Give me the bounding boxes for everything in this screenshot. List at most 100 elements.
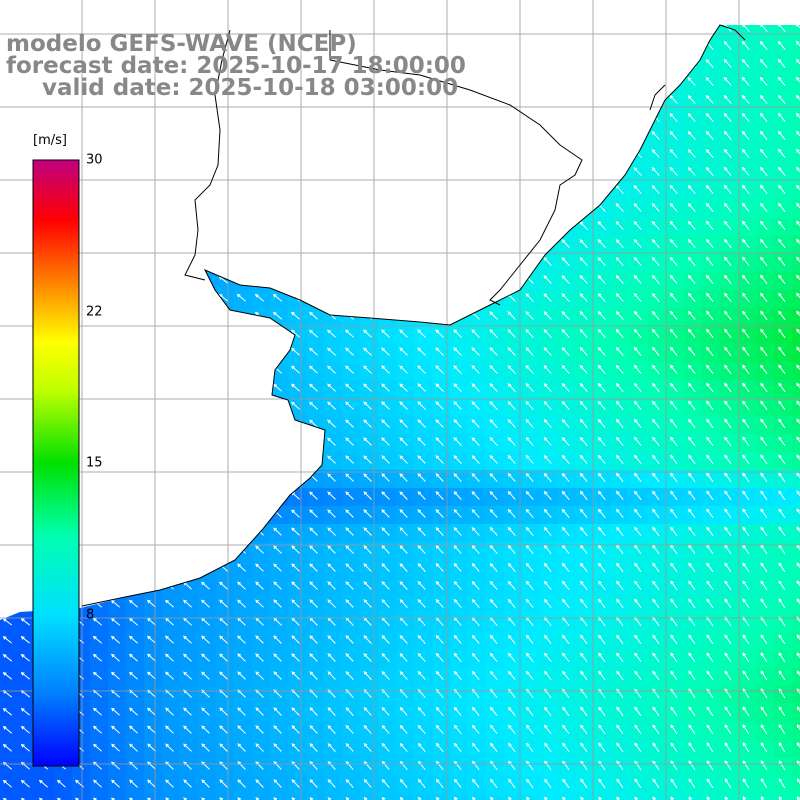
field-cell (522, 74, 541, 93)
field-cell (378, 272, 397, 291)
field-cell (270, 272, 289, 291)
field-cell (126, 524, 145, 543)
wind-arrow (2, 636, 13, 644)
field-cell (270, 398, 289, 417)
wind-arrow (759, 58, 768, 69)
wind-arrow (255, 419, 264, 428)
wind-arrow (669, 292, 678, 303)
wind-arrow (525, 185, 534, 194)
wind-arrow (562, 652, 570, 663)
field-cell (0, 200, 19, 219)
wind-arrow (724, 310, 732, 321)
wind-arrow (183, 563, 192, 572)
wind-arrow (92, 402, 103, 410)
wind-arrow (561, 185, 570, 194)
wind-arrow (742, 382, 750, 393)
field-cell (180, 470, 199, 489)
wind-arrow (128, 527, 139, 536)
wind-arrow (561, 25, 570, 32)
wind-arrow (453, 401, 462, 410)
field-cell (468, 25, 487, 39)
field-cell (792, 650, 800, 669)
wind-arrow (759, 76, 768, 87)
wind-arrow (309, 635, 318, 644)
wind-arrow (723, 202, 732, 213)
wind-arrow (670, 400, 678, 411)
field-cell (360, 128, 379, 147)
wind-arrow (110, 456, 121, 464)
wind-arrow (326, 149, 337, 158)
wind-arrow (724, 742, 732, 753)
wind-arrow (507, 670, 516, 681)
field-cell (108, 560, 127, 579)
field-cell (180, 452, 199, 471)
wind-arrow (760, 724, 768, 735)
field-cell (90, 524, 109, 543)
wind-arrow (182, 186, 193, 194)
wind-arrow (615, 364, 624, 375)
wind-arrow (507, 383, 516, 392)
colorbar-tick-30: 30 (86, 152, 103, 168)
wind-arrow (399, 185, 408, 194)
wind-arrow (760, 328, 768, 339)
wind-arrow (741, 94, 750, 105)
field-cell (0, 524, 19, 543)
field-cell (90, 182, 109, 201)
wind-arrow (507, 95, 516, 104)
wind-arrow (363, 401, 372, 410)
wind-arrow (561, 526, 570, 537)
wind-arrow (724, 418, 732, 429)
field-cell (144, 200, 163, 219)
wind-arrow (2, 510, 13, 518)
field-cell (792, 704, 800, 723)
wind-arrow (633, 382, 642, 393)
field-cell (252, 110, 271, 129)
wind-arrow (453, 491, 462, 500)
wind-arrow (237, 473, 246, 482)
wind-arrow (381, 491, 390, 500)
wind-arrow (327, 563, 336, 572)
field-cell (432, 290, 451, 309)
wind-arrow (92, 222, 103, 230)
field-cell (180, 524, 199, 543)
wind-arrow (651, 202, 660, 212)
wind-arrow (742, 472, 750, 483)
wind-arrow (417, 275, 426, 284)
wind-arrow (526, 724, 534, 735)
wind-arrow (237, 527, 246, 536)
wind-arrow (146, 384, 157, 392)
wind-arrow (597, 472, 606, 483)
wind-arrow (362, 167, 372, 176)
field-cell (252, 488, 271, 507)
field-cell (792, 488, 800, 507)
field-cell (792, 182, 800, 201)
wind-arrow (489, 670, 498, 681)
wind-arrow (345, 419, 354, 428)
wind-arrow (741, 76, 750, 87)
field-cell (738, 25, 757, 39)
wind-arrow (580, 760, 588, 771)
field-cell (270, 488, 289, 507)
wind-arrow (345, 275, 354, 284)
wind-arrow (741, 58, 750, 68)
field-cell (792, 25, 800, 39)
field-cell (198, 290, 217, 309)
field-cell (396, 25, 415, 39)
wind-arrow (327, 473, 336, 482)
wind-arrow (687, 113, 696, 122)
wind-arrow (254, 168, 265, 176)
wind-arrow (327, 509, 336, 518)
wind-arrow (165, 635, 174, 644)
wind-arrow (236, 114, 247, 122)
wind-arrow (128, 563, 139, 572)
field-cell (378, 146, 397, 165)
field-cell (144, 362, 163, 381)
wind-arrow (579, 95, 588, 104)
field-cell (522, 254, 541, 273)
wind-arrow (525, 239, 534, 248)
wind-arrow (652, 670, 660, 681)
wind-arrow (615, 59, 624, 68)
field-cell (414, 110, 433, 129)
wind-arrow (778, 724, 786, 735)
wind-arrow (544, 778, 552, 789)
